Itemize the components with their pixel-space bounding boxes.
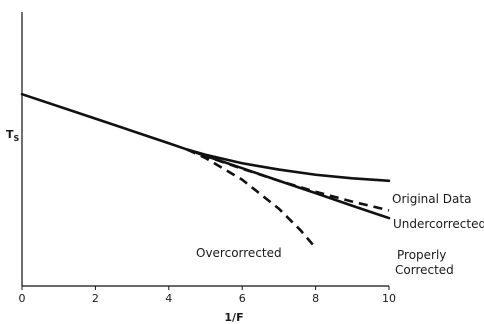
x-tick-label: 0 [19, 292, 26, 305]
y-axis-label-sub: S [14, 134, 20, 143]
y-axis-label-main: T [6, 128, 14, 141]
x-tick-label: 4 [165, 292, 172, 305]
x-tick-label: 10 [382, 292, 396, 305]
series-line-original-data [20, 92, 391, 183]
series-line-properly-corrected [185, 148, 391, 220]
x-tick-label: 6 [239, 292, 246, 305]
annotation-undercorrected: Undercorrected [393, 217, 484, 231]
x-ticks: 0 2 4 6 8 10 [19, 286, 396, 305]
x-tick-label: 8 [312, 292, 319, 305]
y-axis-label: TS [6, 128, 20, 143]
x-axis-label: 1/F [224, 311, 243, 324]
annotation-properly-corrected-line1: Properly [397, 248, 446, 262]
series-line-overcorrected [186, 148, 317, 249]
x-tick-label: 2 [92, 292, 99, 305]
annotation-properly-corrected-line2: Corrected [395, 263, 454, 277]
series-group [20, 92, 391, 249]
annotation-overcorrected: Overcorrected [196, 246, 282, 260]
annotation-original-data: Original Data [392, 192, 471, 206]
